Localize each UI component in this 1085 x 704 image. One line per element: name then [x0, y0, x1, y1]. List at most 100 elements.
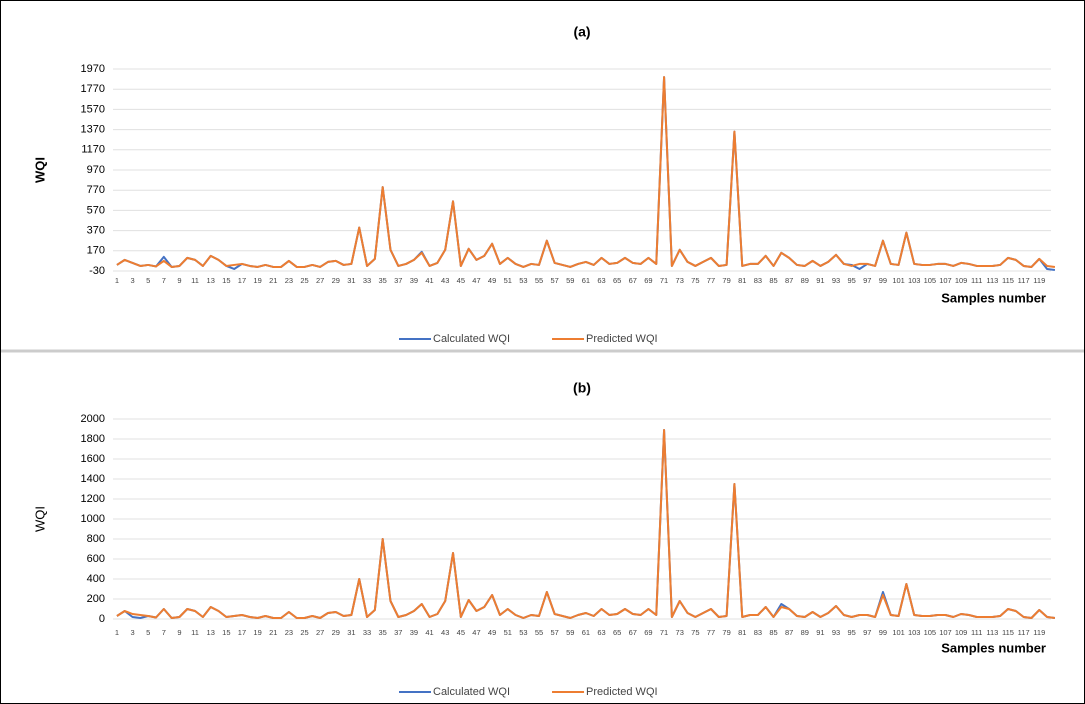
y-tick-label: 800: [87, 533, 105, 545]
x-tick-label: 13: [207, 628, 215, 637]
y-tick-label: 600: [87, 553, 105, 565]
y-tick-label: 1800: [81, 433, 105, 445]
x-tick-label: 109: [955, 628, 968, 637]
x-tick-label: 111: [971, 276, 982, 285]
y-tick-label: 1600: [81, 453, 105, 465]
x-tick-label: 27: [316, 628, 324, 637]
x-tick-label: 51: [504, 628, 512, 637]
x-tick-label: 79: [722, 628, 730, 637]
x-tick-label: 35: [379, 276, 387, 285]
x-tick-label: 119: [1033, 628, 1045, 637]
y-axis-label: WQI: [32, 157, 47, 183]
x-tick-label: 61: [582, 628, 590, 637]
x-tick-label: 67: [629, 276, 637, 285]
x-tick-label: 9: [177, 628, 181, 637]
y-tick-label: -30: [89, 265, 105, 277]
x-tick-label: 55: [535, 628, 543, 637]
y-tick-label: 200: [87, 593, 105, 605]
x-tick-label: 71: [660, 276, 668, 285]
x-tick-label: 113: [986, 628, 998, 637]
x-tick-label: 75: [691, 628, 699, 637]
x-tick-label: 15: [222, 276, 230, 285]
x-tick-label: 81: [738, 276, 746, 285]
x-tick-label: 117: [1018, 276, 1030, 285]
series-line: [116, 429, 1056, 619]
y-tick-label: 2000: [81, 413, 105, 425]
x-tick-label: 119: [1033, 276, 1045, 285]
x-tick-label: 31: [347, 628, 355, 637]
x-tick-label: 29: [332, 628, 340, 637]
x-tick-label: 75: [691, 276, 699, 285]
x-tick-label: 77: [707, 628, 715, 637]
x-tick-label: 7: [162, 276, 166, 285]
x-tick-label: 41: [425, 628, 433, 637]
series-line: [116, 429, 1056, 619]
x-tick-label: 61: [582, 276, 590, 285]
x-tick-label: 39: [410, 628, 418, 637]
x-tick-label: 57: [550, 628, 558, 637]
x-tick-label: 33: [363, 276, 371, 285]
x-tick-label: 85: [769, 628, 777, 637]
x-tick-label: 105: [924, 276, 937, 285]
x-tick-label: 93: [832, 276, 840, 285]
x-tick-label: 27: [316, 276, 324, 285]
y-tick-label: 0: [99, 613, 105, 625]
chart-title: (a): [573, 24, 590, 40]
x-tick-label: 115: [1002, 628, 1014, 637]
x-tick-label: 87: [785, 628, 793, 637]
x-tick-label: 59: [566, 276, 574, 285]
x-tick-label: 37: [394, 628, 402, 637]
x-tick-label: 7: [162, 628, 166, 637]
y-tick-label: 1770: [81, 83, 105, 95]
x-tick-label: 19: [253, 628, 261, 637]
x-tick-label: 49: [488, 276, 496, 285]
x-tick-label: 25: [300, 628, 308, 637]
x-tick-label: 11: [191, 276, 199, 285]
x-tick-label: 11: [191, 628, 199, 637]
x-tick-label: 13: [207, 276, 215, 285]
y-tick-label: 170: [87, 245, 105, 257]
x-tick-label: 65: [613, 276, 621, 285]
x-tick-label: 45: [457, 276, 465, 285]
x-tick-label: 31: [347, 276, 355, 285]
x-tick-label: 3: [130, 628, 134, 637]
y-axis-label: WQI: [32, 506, 47, 532]
x-tick-label: 23: [285, 628, 293, 637]
x-tick-label: 21: [269, 628, 277, 637]
x-tick-label: 103: [908, 628, 921, 637]
x-tick-label: 107: [939, 276, 952, 285]
x-tick-label: 73: [676, 276, 684, 285]
y-tick-label: 1370: [81, 124, 105, 136]
x-tick-label: 23: [285, 276, 293, 285]
x-tick-label: 71: [660, 628, 668, 637]
x-tick-label: 55: [535, 276, 543, 285]
x-tick-label: 69: [644, 628, 652, 637]
legend-label: Calculated WQI: [433, 686, 510, 698]
x-tick-label: 99: [879, 628, 887, 637]
x-tick-label: 45: [457, 628, 465, 637]
x-tick-label: 109: [955, 276, 968, 285]
y-tick-label: 570: [87, 204, 105, 216]
y-tick-label: 970: [87, 164, 105, 176]
x-tick-label: 117: [1018, 628, 1030, 637]
x-tick-label: 39: [410, 276, 418, 285]
x-tick-label: 5: [146, 276, 150, 285]
x-tick-label: 15: [222, 628, 230, 637]
legend-label: Calculated WQI: [433, 333, 510, 345]
x-tick-label: 91: [816, 276, 824, 285]
x-tick-label: 111: [971, 628, 982, 637]
x-tick-label: 53: [519, 276, 527, 285]
x-tick-label: 97: [863, 276, 871, 285]
x-tick-label: 35: [379, 628, 387, 637]
x-tick-label: 81: [738, 628, 746, 637]
x-tick-label: 107: [939, 628, 952, 637]
x-tick-label: 95: [848, 628, 856, 637]
x-tick-label: 1: [115, 628, 119, 637]
x-tick-label: 93: [832, 628, 840, 637]
y-tick-label: 1970: [81, 63, 105, 75]
legend-label: Predicted WQI: [586, 333, 658, 345]
x-tick-label: 79: [722, 276, 730, 285]
x-tick-label: 51: [504, 276, 512, 285]
